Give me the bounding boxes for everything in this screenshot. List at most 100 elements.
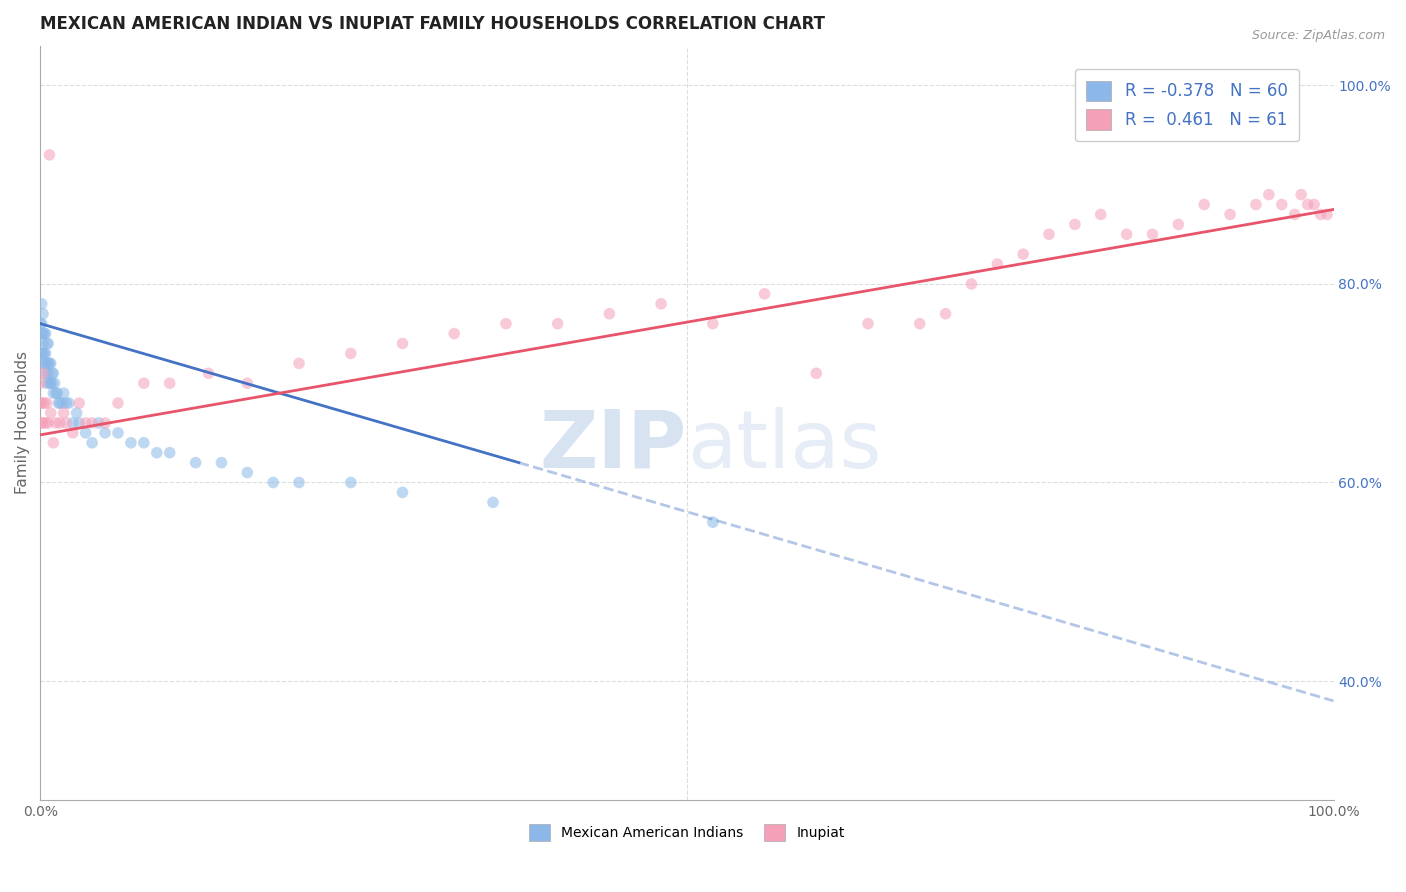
Point xyxy=(32,326,55,341)
Point xyxy=(262,475,284,490)
Point xyxy=(34,326,56,341)
Point xyxy=(702,317,724,331)
Point xyxy=(55,396,77,410)
Point xyxy=(107,425,129,440)
Point xyxy=(35,336,58,351)
Point xyxy=(30,396,52,410)
Point xyxy=(935,307,957,321)
Point xyxy=(34,396,56,410)
Point xyxy=(67,396,90,410)
Point xyxy=(37,336,59,351)
Point xyxy=(45,416,67,430)
Point xyxy=(132,435,155,450)
Legend: Mexican American Indians, Inupiat: Mexican American Indians, Inupiat xyxy=(524,818,851,846)
Point xyxy=(339,475,361,490)
Point xyxy=(702,515,724,529)
Point xyxy=(806,366,828,380)
Point xyxy=(39,356,62,370)
Point xyxy=(52,406,75,420)
Point xyxy=(211,456,233,470)
Point xyxy=(1038,227,1060,242)
Point xyxy=(42,435,65,450)
Point xyxy=(31,297,53,311)
Point xyxy=(45,386,67,401)
Point xyxy=(67,416,90,430)
Point xyxy=(82,416,104,430)
Point xyxy=(598,307,620,321)
Point xyxy=(94,425,117,440)
Point xyxy=(1115,227,1137,242)
Point xyxy=(30,356,52,370)
Point xyxy=(48,396,70,410)
Point xyxy=(1012,247,1035,261)
Point xyxy=(39,406,62,420)
Point xyxy=(120,435,142,450)
Point xyxy=(51,396,73,410)
Point xyxy=(44,376,66,391)
Point xyxy=(58,396,80,410)
Point xyxy=(34,366,56,380)
Point xyxy=(197,366,219,380)
Point xyxy=(94,416,117,430)
Point xyxy=(236,376,259,391)
Point xyxy=(1244,197,1267,211)
Point xyxy=(32,336,55,351)
Point xyxy=(146,446,169,460)
Point xyxy=(49,416,72,430)
Point xyxy=(1303,197,1326,211)
Point xyxy=(38,356,60,370)
Point xyxy=(1289,187,1312,202)
Point xyxy=(650,297,672,311)
Point xyxy=(31,317,53,331)
Point xyxy=(35,356,58,370)
Text: MEXICAN AMERICAN INDIAN VS INUPIAT FAMILY HOUSEHOLDS CORRELATION CHART: MEXICAN AMERICAN INDIAN VS INUPIAT FAMIL… xyxy=(41,15,825,33)
Point xyxy=(107,396,129,410)
Text: ZIP: ZIP xyxy=(540,407,688,484)
Point xyxy=(754,286,776,301)
Point xyxy=(32,346,55,360)
Point xyxy=(1142,227,1164,242)
Point xyxy=(1090,207,1112,221)
Point xyxy=(31,416,53,430)
Point xyxy=(38,376,60,391)
Point xyxy=(34,416,56,430)
Point xyxy=(547,317,569,331)
Point xyxy=(908,317,931,331)
Point xyxy=(30,317,52,331)
Point xyxy=(42,366,65,380)
Point xyxy=(39,376,62,391)
Point xyxy=(159,376,181,391)
Point xyxy=(35,376,58,391)
Point xyxy=(236,466,259,480)
Point xyxy=(75,425,97,440)
Point xyxy=(34,346,56,360)
Point xyxy=(87,416,110,430)
Point xyxy=(1257,187,1279,202)
Point xyxy=(443,326,465,341)
Point xyxy=(49,396,72,410)
Point xyxy=(31,326,53,341)
Point xyxy=(986,257,1008,271)
Point xyxy=(1284,207,1306,221)
Point xyxy=(65,406,87,420)
Point xyxy=(1192,197,1215,211)
Point xyxy=(35,396,58,410)
Point xyxy=(1219,207,1241,221)
Point xyxy=(41,376,63,391)
Point xyxy=(82,435,104,450)
Point xyxy=(856,317,879,331)
Point xyxy=(391,485,413,500)
Text: Source: ZipAtlas.com: Source: ZipAtlas.com xyxy=(1251,29,1385,42)
Point xyxy=(37,416,59,430)
Point xyxy=(52,386,75,401)
Point xyxy=(38,148,60,162)
Point xyxy=(159,446,181,460)
Point xyxy=(37,356,59,370)
Point xyxy=(42,386,65,401)
Point xyxy=(32,366,55,380)
Point xyxy=(184,456,207,470)
Point xyxy=(482,495,505,509)
Point xyxy=(391,336,413,351)
Point xyxy=(288,356,311,370)
Point xyxy=(132,376,155,391)
